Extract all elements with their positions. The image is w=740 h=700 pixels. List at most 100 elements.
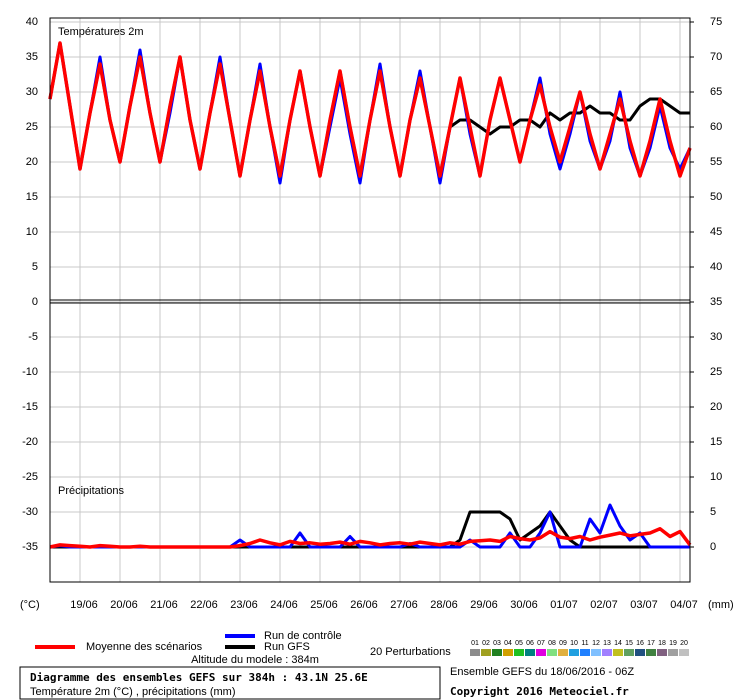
x-tick-label: 26/06 bbox=[350, 599, 378, 611]
x-tick-label: 24/06 bbox=[270, 599, 298, 611]
perturbation-number: 12 bbox=[592, 640, 600, 647]
legend-label: Moyenne des scénarios bbox=[86, 641, 203, 653]
perturbation-swatch bbox=[668, 649, 678, 656]
x-tick-label: 25/06 bbox=[310, 599, 338, 611]
perturbation-number: 13 bbox=[603, 640, 611, 647]
perturbation-number: 03 bbox=[493, 640, 501, 647]
legend-label: Run GFS bbox=[264, 641, 310, 653]
perturbation-swatch bbox=[547, 649, 557, 656]
perturbation-number: 17 bbox=[647, 640, 655, 647]
y2-tick-label: 10 bbox=[710, 471, 722, 483]
perturbation-number: 18 bbox=[658, 640, 666, 647]
perturbation-swatch bbox=[624, 649, 634, 656]
y2-tick-label: 30 bbox=[710, 331, 722, 343]
x-tick-label: 23/06 bbox=[230, 599, 258, 611]
x-tick-label: 27/06 bbox=[390, 599, 418, 611]
y2-tick-label: 75 bbox=[710, 16, 722, 28]
perturbation-swatch bbox=[470, 649, 480, 656]
perturbation-swatch bbox=[481, 649, 491, 656]
y2-tick-label: 35 bbox=[710, 296, 722, 308]
y2-tick-label: 65 bbox=[710, 86, 722, 98]
perturbation-swatch bbox=[679, 649, 689, 656]
y2-tick-label: 25 bbox=[710, 366, 722, 378]
y-unit: (°C) bbox=[20, 599, 40, 611]
x-tick-label: 21/06 bbox=[150, 599, 178, 611]
perturbation-swatch bbox=[635, 649, 645, 656]
perturbation-label: 20 Perturbations bbox=[370, 646, 451, 658]
perturbation-swatch bbox=[602, 649, 612, 656]
y-tick-label: -10 bbox=[22, 366, 38, 378]
perturbation-swatch bbox=[613, 649, 623, 656]
perturbation-number: 20 bbox=[680, 640, 688, 647]
perturbation-number: 16 bbox=[636, 640, 644, 647]
y-tick-label: 30 bbox=[26, 86, 38, 98]
perturbation-number: 19 bbox=[669, 640, 677, 647]
y-tick-label: -25 bbox=[22, 471, 38, 483]
y2-tick-label: 70 bbox=[710, 51, 722, 63]
perturbation-swatch bbox=[503, 649, 513, 656]
y2-tick-label: 50 bbox=[710, 191, 722, 203]
run-info: Ensemble GEFS du 18/06/2016 - 06Z bbox=[450, 666, 634, 678]
y-tick-label: 15 bbox=[26, 191, 38, 203]
perturbation-number: 08 bbox=[548, 640, 556, 647]
x-tick-label: 29/06 bbox=[470, 599, 498, 611]
perturbation-swatch bbox=[646, 649, 656, 656]
info-box bbox=[19, 666, 441, 700]
y-tick-label: 20 bbox=[26, 156, 38, 168]
x-tick-label: 20/06 bbox=[110, 599, 138, 611]
x-tick-label: 28/06 bbox=[430, 599, 458, 611]
perturbation-swatch bbox=[525, 649, 535, 656]
y2-tick-label: 55 bbox=[710, 156, 722, 168]
y-tick-label: 10 bbox=[26, 226, 38, 238]
perturbation-number: 05 bbox=[515, 640, 523, 647]
perturbation-number: 11 bbox=[581, 640, 588, 647]
y2-tick-label: 5 bbox=[710, 506, 716, 518]
x-tick-label: 30/06 bbox=[510, 599, 538, 611]
x-tick-label: 22/06 bbox=[190, 599, 218, 611]
perturbation-swatch bbox=[657, 649, 667, 656]
perturbation-swatch bbox=[569, 649, 579, 656]
y-tick-label: -20 bbox=[22, 436, 38, 448]
y-tick-label: 40 bbox=[26, 16, 38, 28]
legend-label: Run de contrôle bbox=[264, 630, 342, 642]
y2-tick-label: 20 bbox=[710, 401, 722, 413]
perturbation-number: 09 bbox=[559, 640, 567, 647]
y-tick-label: 35 bbox=[26, 51, 38, 63]
y-tick-label: -5 bbox=[28, 331, 38, 343]
y-tick-label: 5 bbox=[32, 261, 38, 273]
y2-tick-label: 45 bbox=[710, 226, 722, 238]
perturbation-swatch bbox=[558, 649, 568, 656]
perturbation-number: 01 bbox=[471, 640, 479, 647]
annotation: Températures 2m bbox=[58, 26, 144, 38]
footer-title: Diagramme des ensembles GEFS sur 384h : … bbox=[30, 671, 368, 684]
y-tick-label: -35 bbox=[22, 541, 38, 553]
perturbation-number: 04 bbox=[504, 640, 512, 647]
x-tick-label: 03/07 bbox=[630, 599, 658, 611]
temperature-line bbox=[48, 41, 692, 178]
perturbation-swatch bbox=[536, 649, 546, 656]
perturbation-swatch bbox=[514, 649, 524, 656]
perturbation-number: 10 bbox=[570, 640, 578, 647]
x-tick-label: 01/07 bbox=[550, 599, 578, 611]
perturbation-swatch bbox=[492, 649, 502, 656]
y2-tick-label: 40 bbox=[710, 261, 722, 273]
perturbation-number: 07 bbox=[537, 640, 545, 647]
y2-unit: (mm) bbox=[708, 599, 734, 611]
perturbation-number: 15 bbox=[625, 640, 633, 647]
y2-tick-label: 0 bbox=[710, 541, 716, 553]
x-tick-label: 02/07 bbox=[590, 599, 618, 611]
perturbation-number: 14 bbox=[614, 640, 622, 647]
y-tick-label: -15 bbox=[22, 401, 38, 413]
copyright: Copyright 2016 Meteociel.fr bbox=[450, 685, 629, 698]
y-tick-label: -30 bbox=[22, 506, 38, 518]
perturbation-swatch bbox=[591, 649, 601, 656]
footer-subtitle: Température 2m (°C) , précipitations (mm… bbox=[30, 686, 236, 698]
annotation: Précipitations bbox=[58, 485, 125, 497]
plot bbox=[48, 41, 692, 549]
precip-line bbox=[49, 527, 692, 549]
perturbation-number: 02 bbox=[482, 640, 490, 647]
y2-tick-label: 60 bbox=[710, 121, 722, 133]
x-tick-label: 04/07 bbox=[670, 599, 698, 611]
